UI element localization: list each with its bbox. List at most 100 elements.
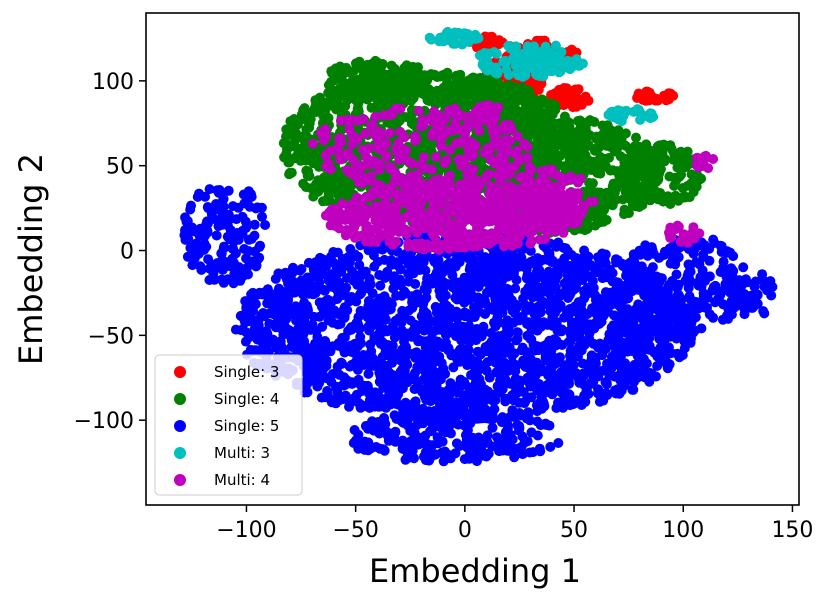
- data-point: [582, 141, 593, 152]
- data-point: [525, 301, 536, 312]
- data-point: [591, 142, 602, 153]
- data-point: [352, 377, 363, 388]
- data-point: [249, 246, 260, 257]
- data-point: [338, 312, 349, 323]
- data-point: [468, 381, 479, 392]
- data-point: [492, 312, 503, 323]
- data-point: [304, 346, 315, 357]
- data-point: [326, 66, 337, 77]
- data-point: [490, 351, 501, 362]
- data-point: [465, 288, 476, 299]
- data-point: [676, 294, 687, 305]
- data-point: [249, 345, 260, 356]
- data-point: [346, 77, 357, 87]
- data-point: [413, 321, 424, 332]
- data-point: [223, 185, 234, 196]
- data-point: [534, 292, 544, 303]
- data-point: [352, 104, 363, 114]
- data-point: [451, 78, 461, 89]
- data-point: [630, 374, 641, 385]
- data-point: [276, 323, 287, 334]
- data-point: [418, 336, 428, 347]
- data-point: [362, 90, 372, 101]
- data-point: [294, 284, 305, 295]
- data-point: [650, 95, 661, 106]
- data-point: [554, 375, 565, 386]
- data-point: [323, 299, 334, 310]
- data-point: [302, 373, 313, 383]
- data-point: [352, 61, 363, 72]
- series-single-5: [179, 184, 778, 467]
- data-point: [678, 327, 689, 338]
- data-point: [455, 344, 466, 355]
- data-point: [484, 284, 495, 294]
- data-point: [541, 269, 552, 280]
- data-point: [386, 60, 397, 71]
- data-point: [525, 354, 536, 365]
- data-point: [536, 136, 547, 147]
- data-point: [448, 362, 459, 373]
- data-point: [393, 315, 403, 326]
- data-point: [531, 400, 542, 411]
- data-point: [573, 297, 584, 308]
- data-point: [301, 132, 312, 143]
- data-point: [584, 333, 595, 344]
- data-point: [209, 274, 220, 285]
- data-point: [369, 261, 380, 272]
- data-point: [616, 131, 627, 142]
- data-point: [257, 289, 268, 300]
- data-point: [420, 384, 431, 395]
- data-point: [661, 327, 672, 338]
- data-point: [549, 146, 560, 157]
- data-point: [579, 225, 590, 236]
- data-point: [583, 361, 594, 371]
- data-point: [435, 317, 446, 328]
- data-point: [363, 296, 374, 306]
- data-point: [597, 388, 608, 399]
- data-point: [518, 293, 529, 304]
- data-point: [501, 344, 512, 355]
- data-point: [496, 254, 507, 265]
- data-point: [502, 323, 513, 334]
- data-point: [685, 266, 696, 277]
- data-point: [600, 271, 611, 282]
- data-point: [485, 263, 496, 274]
- data-point: [690, 312, 701, 323]
- data-point: [452, 323, 463, 334]
- data-point: [460, 84, 471, 95]
- data-point: [415, 77, 426, 88]
- data-point: [584, 284, 595, 295]
- data-point: [546, 315, 557, 326]
- data-point: [419, 391, 430, 402]
- data-point: [558, 98, 569, 109]
- data-point: [688, 248, 699, 259]
- data-point: [541, 355, 552, 366]
- data-point: [363, 245, 374, 256]
- data-point: [710, 280, 721, 291]
- data-point: [514, 375, 525, 386]
- data-point: [270, 273, 281, 284]
- data-point: [580, 396, 591, 407]
- data-point: [661, 356, 672, 367]
- data-point: [591, 366, 602, 376]
- data-point: [619, 156, 630, 167]
- data-point: [192, 191, 203, 202]
- data-point: [550, 275, 561, 286]
- data-point: [497, 264, 508, 275]
- data-point: [457, 395, 468, 406]
- data-point: [344, 401, 354, 412]
- data-point: [582, 164, 593, 175]
- data-point: [243, 296, 254, 307]
- data-point: [316, 254, 327, 264]
- data-point: [708, 234, 719, 245]
- data-point: [624, 169, 634, 180]
- data-point: [533, 345, 544, 356]
- data-point: [314, 102, 325, 113]
- data-point: [356, 267, 367, 278]
- data-point: [384, 383, 395, 394]
- data-point: [387, 372, 398, 383]
- data-point: [249, 219, 260, 230]
- data-point: [439, 298, 450, 309]
- data-point: [321, 182, 332, 193]
